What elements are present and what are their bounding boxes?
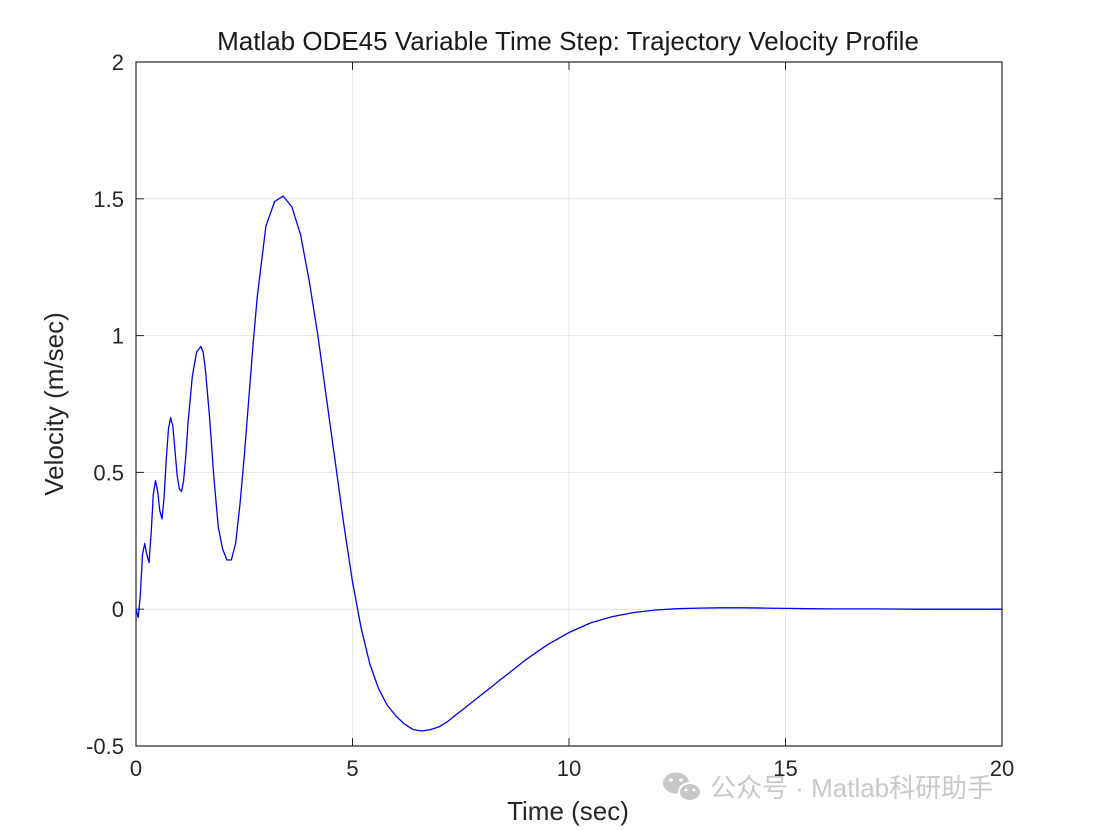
- x-axis-label: Time (sec): [507, 796, 629, 826]
- watermark-text: 公众号 · Matlab科研助手: [710, 773, 993, 803]
- x-tick-label: 15: [773, 756, 797, 781]
- tick-labels: 0 5 10 15 20-0.500.511.52: [86, 50, 1014, 781]
- x-tick-label: 20: [990, 756, 1014, 781]
- y-tick-label: 2: [112, 50, 124, 75]
- watermark: 公众号 · Matlab科研助手: [663, 772, 993, 803]
- velocity-line: [135, 195, 1002, 732]
- y-tick-label: -0.5: [86, 734, 124, 759]
- x-tick-label: 5: [346, 756, 358, 781]
- series-layer: [135, 195, 1002, 732]
- x-tick-label: 10: [557, 756, 581, 781]
- y-tick-label: 0: [112, 597, 124, 622]
- y-axis-label: Velocity (m/sec): [39, 312, 69, 496]
- chart-title: Matlab ODE45 Variable Time Step: Traject…: [217, 26, 919, 56]
- x-tick-label: 0: [130, 756, 142, 781]
- y-tick-label: 0.5: [93, 460, 124, 485]
- y-tick-label: 1: [112, 324, 124, 349]
- y-tick-label: 1.5: [93, 187, 124, 212]
- grid: [136, 62, 1002, 746]
- wechat-icon: [663, 772, 702, 802]
